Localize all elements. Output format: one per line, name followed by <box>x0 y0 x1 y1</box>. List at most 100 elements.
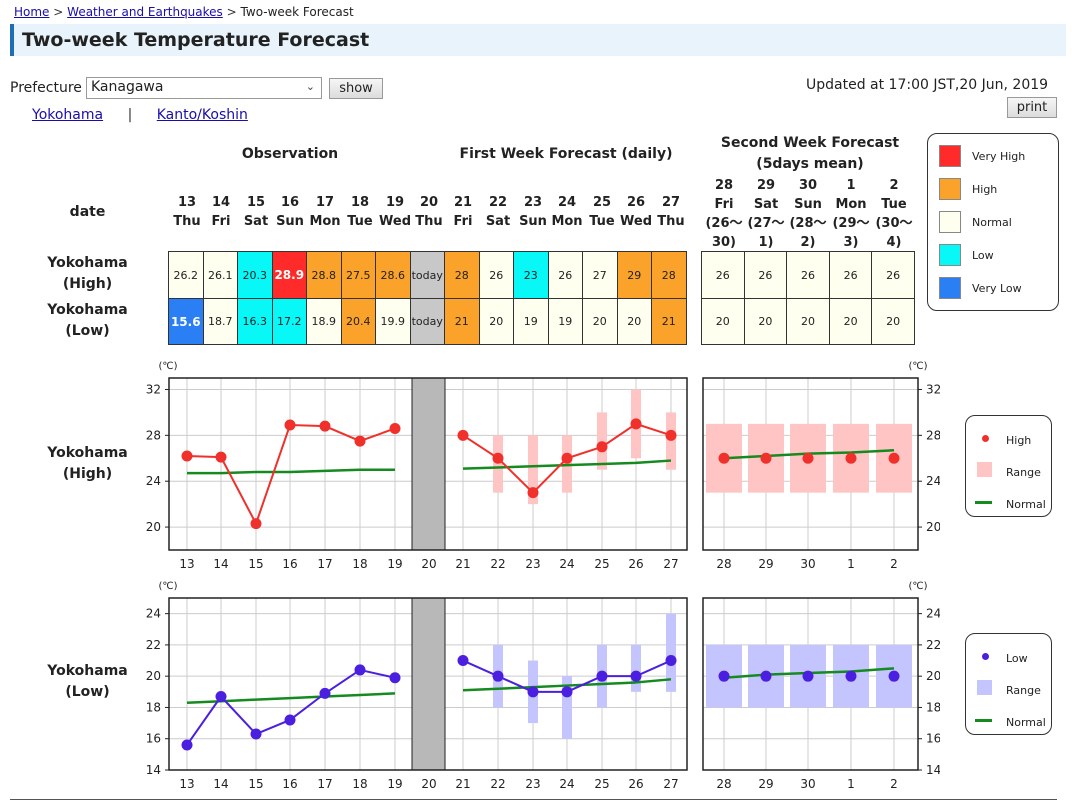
legend-normal-line <box>975 501 992 504</box>
y-unit-label: (℃) <box>158 361 177 372</box>
x-tick-label: 27 <box>663 557 678 571</box>
today-band <box>412 598 445 770</box>
range-bar <box>493 435 503 493</box>
x-tick-label: 1 <box>847 777 855 791</box>
y-tick-label: 24 <box>926 474 940 488</box>
x-tick-label: 29 <box>758 557 773 571</box>
temperature-cell: 28.6 <box>375 251 411 299</box>
range-bar <box>597 412 607 470</box>
x-tick-label: 25 <box>594 777 609 791</box>
y-tick-label: 28 <box>926 428 940 442</box>
x-tick-label: 20 <box>421 777 436 791</box>
x-tick-label: 20 <box>421 557 436 571</box>
normal-line <box>462 459 672 470</box>
legend-range-swatch <box>977 680 992 695</box>
x-tick-label: 22 <box>490 557 505 571</box>
date-header-cell: 23 Sun <box>516 193 550 231</box>
date-header-cell: 21 Fri <box>446 193 480 231</box>
x-tick-label: 24 <box>559 557 574 571</box>
y-tick-label: 22 <box>146 638 161 652</box>
forecast-point <box>630 418 642 430</box>
range-bar <box>666 412 676 470</box>
legend-label: Normal <box>1006 498 1046 511</box>
week2-temperature-cell: 26 <box>701 251 745 299</box>
breadcrumb-current: Two-week Forecast <box>240 5 354 19</box>
temperature-cell: 26 <box>478 251 514 299</box>
show-button[interactable]: show <box>329 78 383 99</box>
forecast-point <box>596 441 608 453</box>
day-number: 19 <box>385 195 405 210</box>
forecast-point <box>492 670 504 682</box>
normal-line <box>187 468 395 475</box>
y-tick-label: 20 <box>926 669 940 683</box>
observed-point <box>354 664 366 676</box>
low-temperature-chart: 14 14 16 16 18 18 20 20 22 22 24 24 (℃) (℃) 13 14 15 16 17… <box>146 581 940 791</box>
weekday: Wed <box>379 214 411 229</box>
weekday: Wed <box>620 214 652 229</box>
day-number: 26 <box>626 195 646 210</box>
row-label-kind: (High) <box>62 276 113 292</box>
date-header-cell: 18 Tue <box>343 193 377 231</box>
low-week2-row: 20 20 20 20 20 <box>701 298 915 345</box>
week2-date-header-cell: 29 Sat (27～ 1) <box>744 176 788 252</box>
week2-date-part: Mon <box>835 197 867 212</box>
day-number: 24 <box>557 195 577 210</box>
week2-date-part: Tue <box>881 197 907 212</box>
date-header-cell: 20 Thu <box>412 193 446 231</box>
kanto-koshin-link[interactable]: Kanto/Koshin <box>156 107 248 123</box>
observed-point <box>284 419 296 431</box>
forecast-point <box>596 670 608 682</box>
weekday: Tue <box>589 214 615 229</box>
temperature-cell: today <box>409 298 445 345</box>
x-tick-label: 23 <box>525 557 540 571</box>
day-number: 18 <box>350 195 370 210</box>
plot-frame <box>702 597 919 771</box>
x-tick-label: 27 <box>663 777 678 791</box>
yokohama-link[interactable]: Yokohama <box>32 107 104 123</box>
week2-date-part: Fri <box>714 197 734 212</box>
x-tick-label: 28 <box>716 557 731 571</box>
high-row-label: Yokohama (High) <box>30 253 145 295</box>
x-tick-label: 25 <box>594 557 609 571</box>
observed-point <box>389 672 401 684</box>
second-week-table: 26 26 26 26 26 20 20 20 20 20 <box>701 251 915 345</box>
week2-date-part: Sun <box>794 197 822 212</box>
week2-point <box>760 452 772 464</box>
y-tick-label: 18 <box>146 700 161 714</box>
temperature-cell: 28.9 <box>271 251 307 299</box>
breadcrumb-section-link[interactable]: Weather and Earthquakes <box>67 5 223 19</box>
week2-date-part: (30～ <box>875 216 913 231</box>
week2-date-header-cell: 28 Fri (26～ 30) <box>702 176 746 252</box>
low-chart-legend: Low Range Normal <box>965 633 1052 735</box>
observation-header: Observation <box>241 146 339 162</box>
week2-point <box>802 670 814 682</box>
first-week-header: First Week Forecast (daily) <box>459 146 673 162</box>
week2-temperature-cell: 26 <box>871 251 915 299</box>
legend-label: Very High <box>972 150 1026 163</box>
x-tick-label: 21 <box>455 777 470 791</box>
week2-date-part: 2 <box>889 178 899 193</box>
breadcrumb-home-link[interactable]: Home <box>14 5 50 19</box>
week2-temperature-cell: 20 <box>871 298 915 345</box>
legend-swatch-high <box>939 178 961 200</box>
high-chart-legend: High Range Normal <box>965 415 1052 517</box>
plot-frame <box>168 597 688 771</box>
normal-line <box>462 678 672 692</box>
week2-date-header-cell: 1 Mon (29～ 3) <box>829 176 873 252</box>
temperature-cell: 29 <box>616 251 652 299</box>
temperature-cell: 20.4 <box>340 298 376 345</box>
plot-frame <box>168 377 688 551</box>
x-tick-label: 19 <box>387 557 402 571</box>
week2-temperature-cell: 20 <box>701 298 745 345</box>
temperature-cell: 20 <box>616 298 652 345</box>
week2-date-part: 30) <box>711 235 737 250</box>
temperature-cell: 27.5 <box>340 251 376 299</box>
y-tick-label: 14 <box>146 763 161 777</box>
chart-label-kind: (High) <box>62 466 113 482</box>
prefecture-select[interactable]: Kanagawa ⌄ <box>86 77 322 99</box>
print-button[interactable]: print <box>1007 97 1057 118</box>
day-number: 17 <box>315 195 335 210</box>
x-tick-label: 17 <box>317 557 332 571</box>
week2-temperature-cell: 26 <box>786 251 830 299</box>
weekday: Tue <box>347 214 373 229</box>
